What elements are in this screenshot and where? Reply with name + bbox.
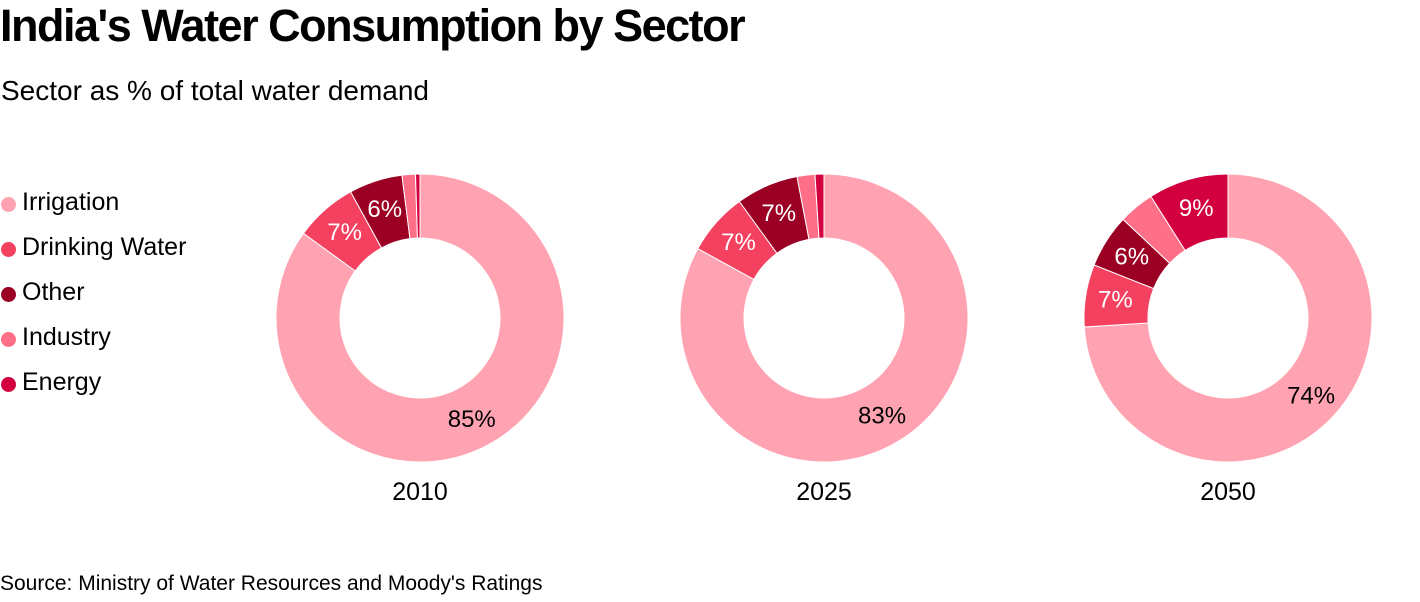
year-label-2050: 2050	[1200, 478, 1256, 506]
slice-label-2050-irrigation: 74%	[1287, 383, 1335, 410]
legend-label-energy: Energy	[22, 368, 102, 396]
legend: Irrigation Drinking Water Other Industry…	[0, 180, 186, 405]
legend-swatch-industry	[1, 332, 16, 347]
slice-label-2050-energy: 9%	[1179, 195, 1214, 222]
slice-2025-irrigation	[679, 173, 969, 463]
slice-label-2010-drinking-water: 7%	[327, 219, 362, 246]
source-note: Source: Ministry of Water Resources and …	[0, 572, 543, 595]
legend-item-other: Other	[0, 270, 186, 315]
legend-swatch-drinking-water	[1, 242, 16, 257]
slice-2050-irrigation	[1083, 173, 1373, 463]
slice-2050-energy	[1150, 173, 1229, 252]
legend-item-energy: Energy	[0, 360, 186, 405]
legend-label-industry: Industry	[22, 323, 111, 351]
legend-label-drinking-water: Drinking Water	[22, 233, 187, 261]
legend-item-industry: Industry	[0, 315, 186, 360]
year-label-2025: 2025	[796, 478, 852, 506]
legend-swatch-energy	[1, 377, 16, 392]
slice-label-2025-drinking-water: 7%	[721, 229, 756, 256]
slice-2010-irrigation	[275, 173, 565, 463]
chart-title: India's Water Consumption by Sector	[0, 0, 746, 51]
slice-2025-energy	[814, 173, 825, 239]
legend-swatch-irrigation	[1, 197, 16, 212]
legend-label-irrigation: Irrigation	[22, 188, 120, 216]
donut-2050: 74% 7% 6% 9% 2050	[1083, 173, 1373, 506]
year-label-2010: 2010	[392, 478, 448, 506]
slice-label-2010-other: 6%	[367, 196, 402, 223]
donut-2025: 83% 7%7% 2025	[679, 173, 969, 506]
legend-item-drinking-water: Drinking Water	[0, 225, 186, 270]
slice-label-2025-other: 7%	[761, 200, 796, 227]
chart-subtitle: Sector as % of total water demand	[1, 75, 429, 106]
slice-label-2025-irrigation: 83%	[858, 403, 906, 430]
legend-label-other: Other	[22, 278, 85, 306]
slice-2010-energy	[414, 173, 421, 239]
slice-label-2050-drinking-water: 7%	[1098, 287, 1133, 314]
slice-label-2050-other: 6%	[1114, 243, 1149, 270]
donut-2010: 85% 7%6% 2010	[275, 173, 565, 506]
legend-swatch-other	[1, 287, 16, 302]
slice-label-2010-irrigation: 85%	[448, 406, 496, 433]
legend-item-irrigation: Irrigation	[0, 180, 186, 225]
